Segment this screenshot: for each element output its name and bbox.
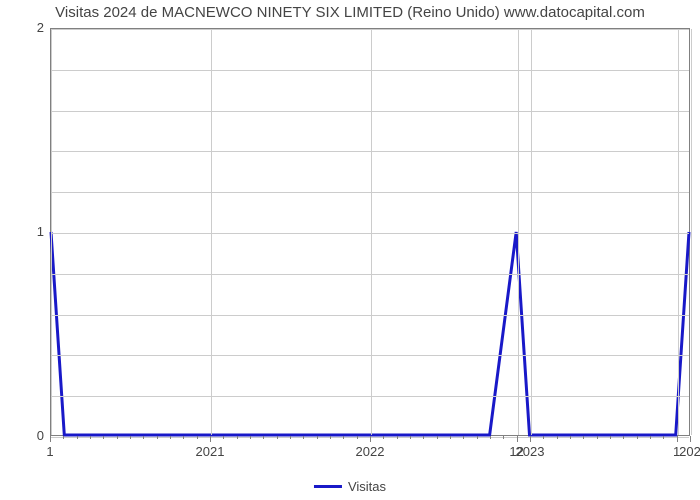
grid-line-h (51, 396, 689, 397)
x-tick-minor (263, 436, 264, 439)
visits-chart: Visitas 2024 de MACNEWCO NINETY SIX LIMI… (0, 0, 700, 500)
grid-line-v (51, 29, 52, 435)
x-tick-minor (477, 436, 478, 439)
x-tick-minor (597, 436, 598, 439)
x-tick-minor (343, 436, 344, 439)
x-tick-minor (303, 436, 304, 439)
x-tick-minor (383, 436, 384, 439)
x-tick-minor (130, 436, 131, 439)
x-tick-major (690, 436, 691, 442)
chart-title: Visitas 2024 de MACNEWCO NINETY SIX LIMI… (0, 4, 700, 21)
x-tick-minor (450, 436, 451, 439)
x-tick-major (50, 436, 51, 442)
y-axis-label: 0 (26, 428, 44, 443)
x-tick-minor (157, 436, 158, 439)
x-tick-minor (637, 436, 638, 439)
x-tick-minor (650, 436, 651, 439)
x-tick-major (370, 436, 371, 442)
x-axis-label: 1 (46, 444, 53, 459)
x-tick-minor (317, 436, 318, 439)
x-tick-minor (423, 436, 424, 439)
legend-label: Visitas (348, 479, 386, 494)
x-tick-minor (410, 436, 411, 439)
grid-line-v (678, 29, 679, 435)
grid-line-v (371, 29, 372, 435)
x-tick-minor (610, 436, 611, 439)
x-tick-major (210, 436, 211, 442)
grid-line-h (51, 192, 689, 193)
x-tick-minor (143, 436, 144, 439)
plot-area (50, 28, 690, 436)
x-tick-minor (170, 436, 171, 439)
x-tick-minor (223, 436, 224, 439)
x-tick-major (530, 436, 531, 442)
grid-line-h (51, 70, 689, 71)
grid-line-v (211, 29, 212, 435)
x-axis-label: 2022 (356, 444, 385, 459)
grid-line-h (51, 274, 689, 275)
x-axis-label: 2023 (516, 444, 545, 459)
x-tick-minor (277, 436, 278, 439)
legend-swatch (314, 485, 342, 488)
y-axis-label: 1 (26, 224, 44, 239)
grid-line-h (51, 233, 689, 234)
x-tick-minor (663, 436, 664, 439)
x-tick-minor (197, 436, 198, 439)
grid-line-h (51, 111, 689, 112)
grid-line-h (51, 29, 689, 30)
x-tick-major (517, 436, 518, 442)
x-tick-minor (437, 436, 438, 439)
x-tick-minor (463, 436, 464, 439)
visits-line (51, 232, 689, 435)
x-tick-minor (90, 436, 91, 439)
x-axis-label: 2021 (196, 444, 225, 459)
x-tick-minor (503, 436, 504, 439)
grid-line-v (518, 29, 519, 435)
x-tick-minor (543, 436, 544, 439)
grid-line-h (51, 315, 689, 316)
x-tick-minor (77, 436, 78, 439)
x-tick-minor (63, 436, 64, 439)
x-axis-label: 202 (679, 444, 700, 459)
x-tick-minor (250, 436, 251, 439)
x-tick-minor (357, 436, 358, 439)
x-tick-major (677, 436, 678, 442)
x-tick-minor (183, 436, 184, 439)
grid-line-v (531, 29, 532, 435)
grid-line-v (691, 29, 692, 435)
x-tick-minor (490, 436, 491, 439)
x-tick-minor (103, 436, 104, 439)
x-tick-minor (237, 436, 238, 439)
x-tick-minor (290, 436, 291, 439)
grid-line-h (51, 355, 689, 356)
x-tick-minor (117, 436, 118, 439)
x-tick-minor (557, 436, 558, 439)
grid-line-h (51, 151, 689, 152)
x-tick-minor (330, 436, 331, 439)
x-tick-minor (583, 436, 584, 439)
x-tick-minor (623, 436, 624, 439)
x-tick-minor (570, 436, 571, 439)
x-tick-minor (397, 436, 398, 439)
legend: Visitas (314, 479, 386, 494)
line-series (51, 29, 689, 435)
y-axis-label: 2 (26, 20, 44, 35)
